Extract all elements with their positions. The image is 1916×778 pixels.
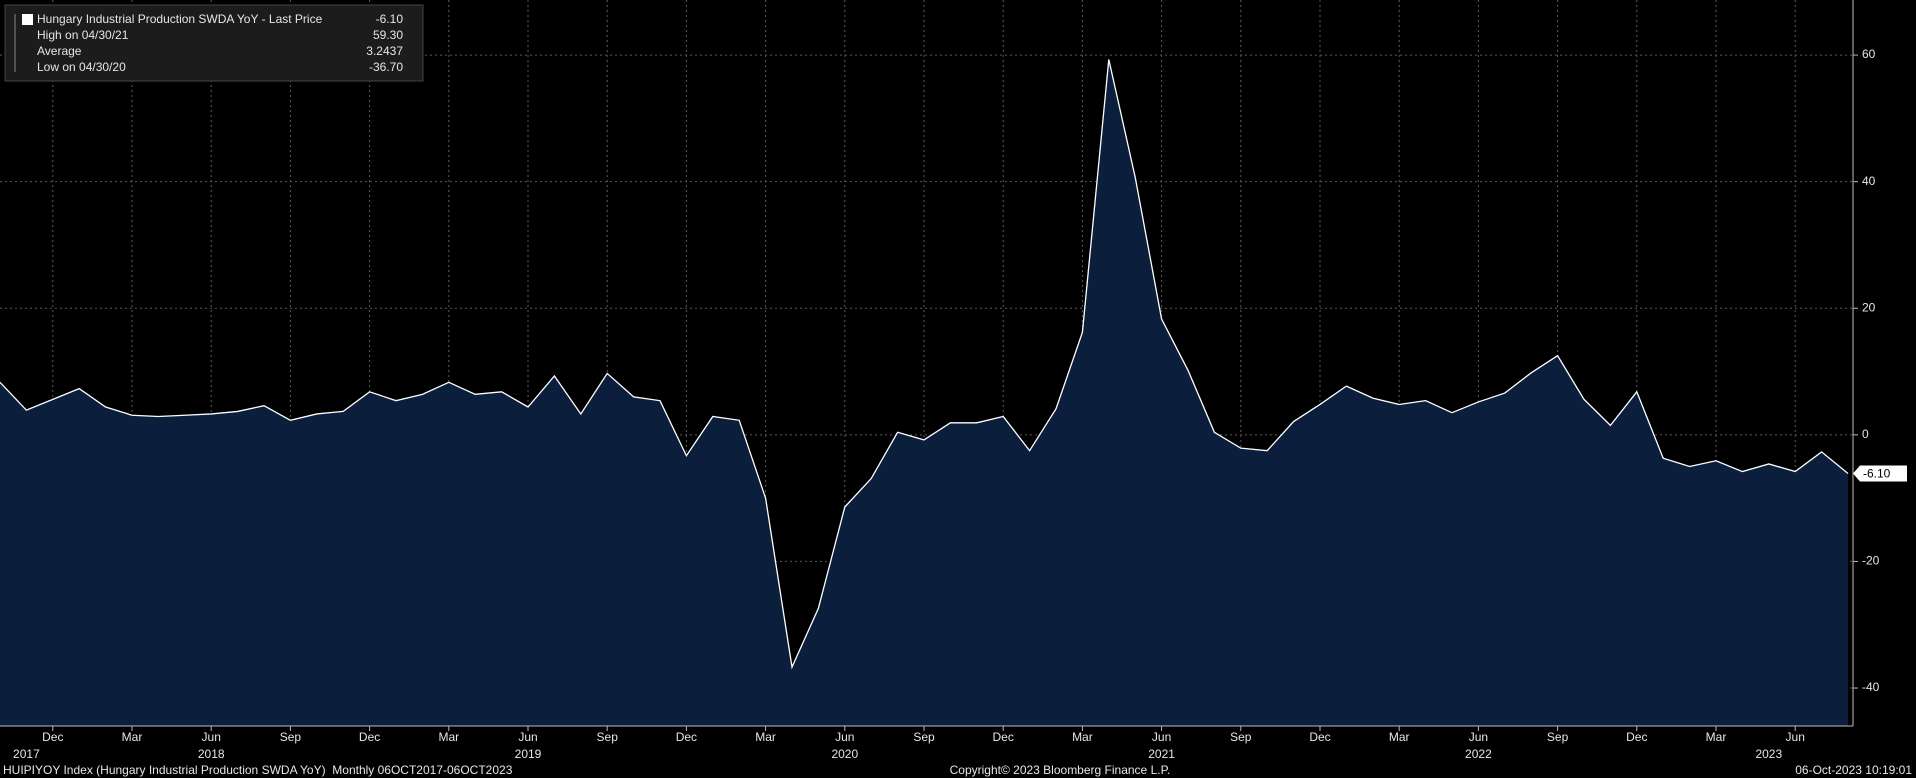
legend-stat-label: High on 04/30/21 bbox=[37, 28, 129, 42]
x-tick-label: Mar bbox=[1072, 730, 1093, 744]
y-tick-label: -40 bbox=[1862, 680, 1880, 694]
legend-title-value: -6.10 bbox=[376, 12, 404, 26]
x-tick-label: Mar bbox=[755, 730, 776, 744]
x-tick-label: Dec bbox=[1626, 730, 1647, 744]
x-tick-label: Jun bbox=[1469, 730, 1488, 744]
x-tick-label: Sep bbox=[1547, 730, 1569, 744]
year-label: 2020 bbox=[831, 747, 858, 761]
legend-stat-value: 59.30 bbox=[373, 28, 403, 42]
year-label: 2018 bbox=[198, 747, 225, 761]
x-tick-label: Mar bbox=[438, 730, 459, 744]
x-tick-label: Mar bbox=[1706, 730, 1727, 744]
x-tick-label: Dec bbox=[1309, 730, 1330, 744]
x-tick-label: Sep bbox=[597, 730, 619, 744]
x-tick-label: Sep bbox=[280, 730, 302, 744]
x-tick-label: Jun bbox=[202, 730, 221, 744]
y-tick-label: 20 bbox=[1862, 300, 1876, 314]
series-line bbox=[0, 59, 1849, 670]
x-tick-label: Mar bbox=[1389, 730, 1410, 744]
legend-swatch bbox=[22, 14, 33, 25]
x-tick-label: Dec bbox=[42, 730, 63, 744]
year-label: 2023 bbox=[1755, 747, 1782, 761]
legend-stat-value: 3.2437 bbox=[366, 44, 403, 58]
footer-center: Copyright© 2023 Bloomberg Finance L.P. bbox=[950, 763, 1171, 777]
x-tick-label: Mar bbox=[122, 730, 143, 744]
legend-box bbox=[4, 4, 424, 82]
legend-title: Hungary Industrial Production SWDA YoY -… bbox=[37, 12, 323, 26]
legend-stat-label: Average bbox=[37, 44, 82, 58]
footer-left: HUIPIYOY Index (Hungary Industrial Produ… bbox=[3, 763, 513, 777]
x-tick-label: Jun bbox=[1786, 730, 1805, 744]
x-tick-label: Jun bbox=[1152, 730, 1171, 744]
year-label: 2019 bbox=[515, 747, 542, 761]
x-tick-label: Jun bbox=[835, 730, 854, 744]
year-label: 2021 bbox=[1148, 747, 1175, 761]
year-label: 2022 bbox=[1465, 747, 1492, 761]
x-tick-label: Sep bbox=[913, 730, 935, 744]
legend-stat-value: -36.70 bbox=[369, 60, 403, 74]
y-tick-label: 60 bbox=[1862, 47, 1876, 61]
legend: Hungary Industrial Production SWDA YoY -… bbox=[4, 4, 424, 82]
y-tick-label: 40 bbox=[1862, 174, 1876, 188]
x-tick-label: Dec bbox=[993, 730, 1014, 744]
x-tick-label: Jun bbox=[518, 730, 537, 744]
last-value-box bbox=[1853, 465, 1907, 482]
legend-stat-label: Low on 04/30/20 bbox=[37, 60, 126, 74]
footer-right: 06-Oct-2023 10:19:01 bbox=[1795, 763, 1912, 777]
x-tick-label: Dec bbox=[676, 730, 697, 744]
y-tick-label: -20 bbox=[1862, 554, 1880, 568]
plot-area bbox=[0, 0, 1853, 726]
year-label: 2017 bbox=[13, 747, 40, 761]
x-tick-label: Dec bbox=[359, 730, 380, 744]
x-tick-label: Sep bbox=[1230, 730, 1252, 744]
y-tick-label: 0 bbox=[1862, 427, 1869, 441]
last-value-label: -6.10 bbox=[1863, 467, 1891, 481]
area-fill bbox=[0, 59, 1848, 726]
